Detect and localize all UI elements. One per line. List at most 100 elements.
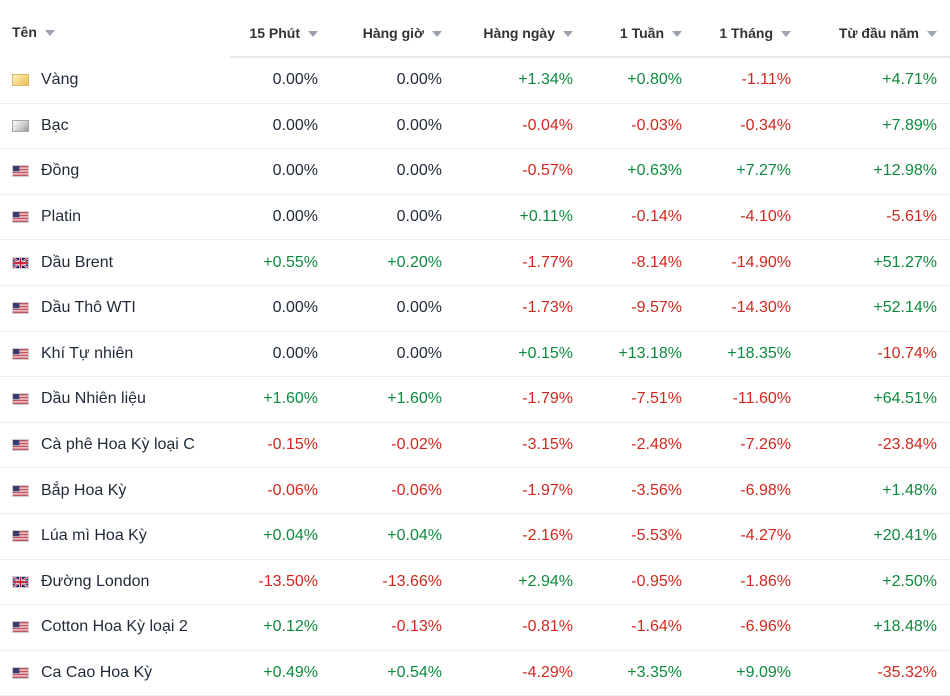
commodity-name[interactable]: Bắp Hoa Kỳ [41,481,127,499]
column-header-ytd[interactable]: Từ đầu năm [808,0,950,58]
cell-ytd: +12.98% [873,162,937,180]
us-flag-icon [12,393,29,406]
table-row[interactable]: Cotton Hoa Kỳ loại 2 +0.12% -0.13% -0.81… [0,605,950,651]
cell-ytd: -23.84% [877,436,937,454]
commodity-name-cell[interactable]: Dầu Nhiên liệu [0,390,230,408]
commodity-name[interactable]: Ca Cao Hoa Kỳ [41,664,153,682]
cell-month: -11.60% [732,390,791,408]
sort-caret-icon [781,31,791,37]
cell-daily: -4.29% [522,664,573,682]
column-header-label: Từ đầu năm [838,25,919,41]
us-flag-icon [12,439,29,452]
cell-daily: +0.11% [519,208,573,226]
cell-15min: 0.00% [272,116,318,134]
commodity-name[interactable]: Đường London [41,572,150,590]
commodity-name-cell[interactable]: Đồng [0,162,230,180]
commodity-name-cell[interactable]: Cà phê Hoa Kỳ loại C [0,436,230,454]
commodity-name-cell[interactable]: Platin [0,208,230,226]
column-header-week[interactable]: 1 Tuần [588,0,694,58]
sort-caret-icon [432,31,442,37]
cell-15min: 0.00% [272,299,318,317]
table-row[interactable]: Khí Tự nhiên 0.00% 0.00% +0.15% +13.18% … [0,332,950,378]
commodity-name[interactable]: Dầu Brent [41,253,114,271]
cell-ytd: +4.71% [882,71,937,89]
cell-15min: 0.00% [272,208,318,226]
cell-month: -14.30% [731,299,791,317]
table-row[interactable]: Dầu Nhiên liệu +1.60% +1.60% -1.79% -7.5… [0,377,950,423]
column-header-hourly[interactable]: Hàng giờ [330,0,452,58]
table-row[interactable]: Đồng 0.00% 0.00% -0.57% +0.63% +7.27% +1… [0,149,950,195]
table-row[interactable]: Vàng 0.00% 0.00% +1.34% +0.80% -1.11% +4… [0,58,950,104]
column-header-15min[interactable]: 15 Phút [230,0,330,58]
commodity-name[interactable]: Bạc [41,116,69,134]
table-row[interactable]: Cà phê Hoa Kỳ loại C -0.15% -0.02% -3.15… [0,423,950,469]
table-row[interactable]: Bắp Hoa Kỳ -0.06% -0.06% -1.97% -3.56% -… [0,468,950,514]
commodity-name[interactable]: Dầu Thô WTI [41,299,136,317]
table-row[interactable]: Dầu Thô WTI 0.00% 0.00% -1.73% -9.57% -1… [0,286,950,332]
column-header-month[interactable]: 1 Tháng [694,0,808,58]
cell-hourly: 0.00% [396,299,442,317]
commodity-name-cell[interactable]: Đường London [0,573,230,591]
cell-hourly: 0.00% [396,162,442,180]
commodity-name-cell[interactable]: Bắp Hoa Kỳ [0,482,230,500]
commodity-name-cell[interactable]: Lúa mì Hoa Kỳ [0,527,230,545]
commodity-name-cell[interactable]: Bạc [0,117,230,135]
table-row[interactable]: Ca Cao Hoa Kỳ +0.49% +0.54% -4.29% +3.35… [0,651,950,696]
cell-daily: -1.79% [522,390,573,408]
us-flag-icon [12,347,29,360]
uk-flag-icon [12,256,29,269]
cell-daily: -1.77% [522,253,573,271]
table-row[interactable]: Platin 0.00% 0.00% +0.11% -0.14% -4.10% … [0,195,950,241]
cell-week: -1.64% [631,618,682,636]
commodity-name[interactable]: Lúa mì Hoa Kỳ [41,527,147,545]
us-flag-icon [12,302,29,315]
us-flag-icon [12,667,29,680]
cell-hourly: +0.20% [387,253,442,271]
cell-15min: +0.49% [263,664,318,682]
cell-hourly: 0.00% [396,208,442,226]
commodity-name-cell[interactable]: Cotton Hoa Kỳ loại 2 [0,618,230,636]
cell-month: -7.26% [740,436,791,454]
table-row[interactable]: Đường London -13.50% -13.66% +2.94% -0.9… [0,560,950,606]
cell-15min: -0.15% [267,436,318,454]
cell-hourly: -0.02% [391,436,442,454]
table-row[interactable]: Dầu Brent +0.55% +0.20% -1.77% -8.14% -1… [0,240,950,286]
table-row[interactable]: Bạc 0.00% 0.00% -0.04% -0.03% -0.34% +7.… [0,104,950,150]
cell-ytd: +1.48% [882,481,937,499]
sort-caret-icon [672,31,682,37]
commodity-name-cell[interactable]: Dầu Brent [0,254,230,272]
commodity-name-cell[interactable]: Ca Cao Hoa Kỳ [0,664,230,682]
commodity-name[interactable]: Khí Tự nhiên [41,344,134,362]
cell-15min: +0.12% [263,618,318,636]
commodity-name-cell[interactable]: Vàng [0,71,230,89]
cell-15min: +1.60% [263,390,318,408]
commodity-name[interactable]: Đồng [41,162,80,180]
cell-month: -0.34% [740,116,791,134]
commodity-name[interactable]: Dầu Nhiên liệu [41,390,146,408]
cell-daily: -1.97% [522,481,573,499]
cell-month: +7.27% [736,162,791,180]
cell-ytd: -35.32% [877,664,937,682]
commodity-name[interactable]: Vàng [41,71,79,89]
commodity-name[interactable]: Platin [41,208,82,226]
cell-hourly: 0.00% [396,116,442,134]
cell-daily: -0.57% [522,162,573,180]
sort-caret-icon [308,31,318,37]
cell-month: -4.27% [740,527,791,545]
commodity-name[interactable]: Cà phê Hoa Kỳ loại C [41,436,195,454]
cell-daily: +2.94% [518,572,573,590]
commodity-name-cell[interactable]: Dầu Thô WTI [0,299,230,317]
column-header-daily[interactable]: Hàng ngày [452,0,588,58]
cell-week: +13.18% [618,344,682,362]
sort-caret-icon [927,31,937,37]
commodity-name[interactable]: Cotton Hoa Kỳ loại 2 [41,618,188,636]
cell-ytd: +20.41% [873,527,937,545]
cell-month: -4.10% [740,208,791,226]
column-header-label: Hàng ngày [483,25,555,41]
column-header-name[interactable]: Tên [0,0,230,58]
column-header-label: Hàng giờ [362,25,424,41]
cell-daily: -0.04% [522,116,573,134]
table-row[interactable]: Lúa mì Hoa Kỳ +0.04% +0.04% -2.16% -5.53… [0,514,950,560]
commodity-name-cell[interactable]: Khí Tự nhiên [0,345,230,363]
cell-hourly: -0.06% [391,481,442,499]
